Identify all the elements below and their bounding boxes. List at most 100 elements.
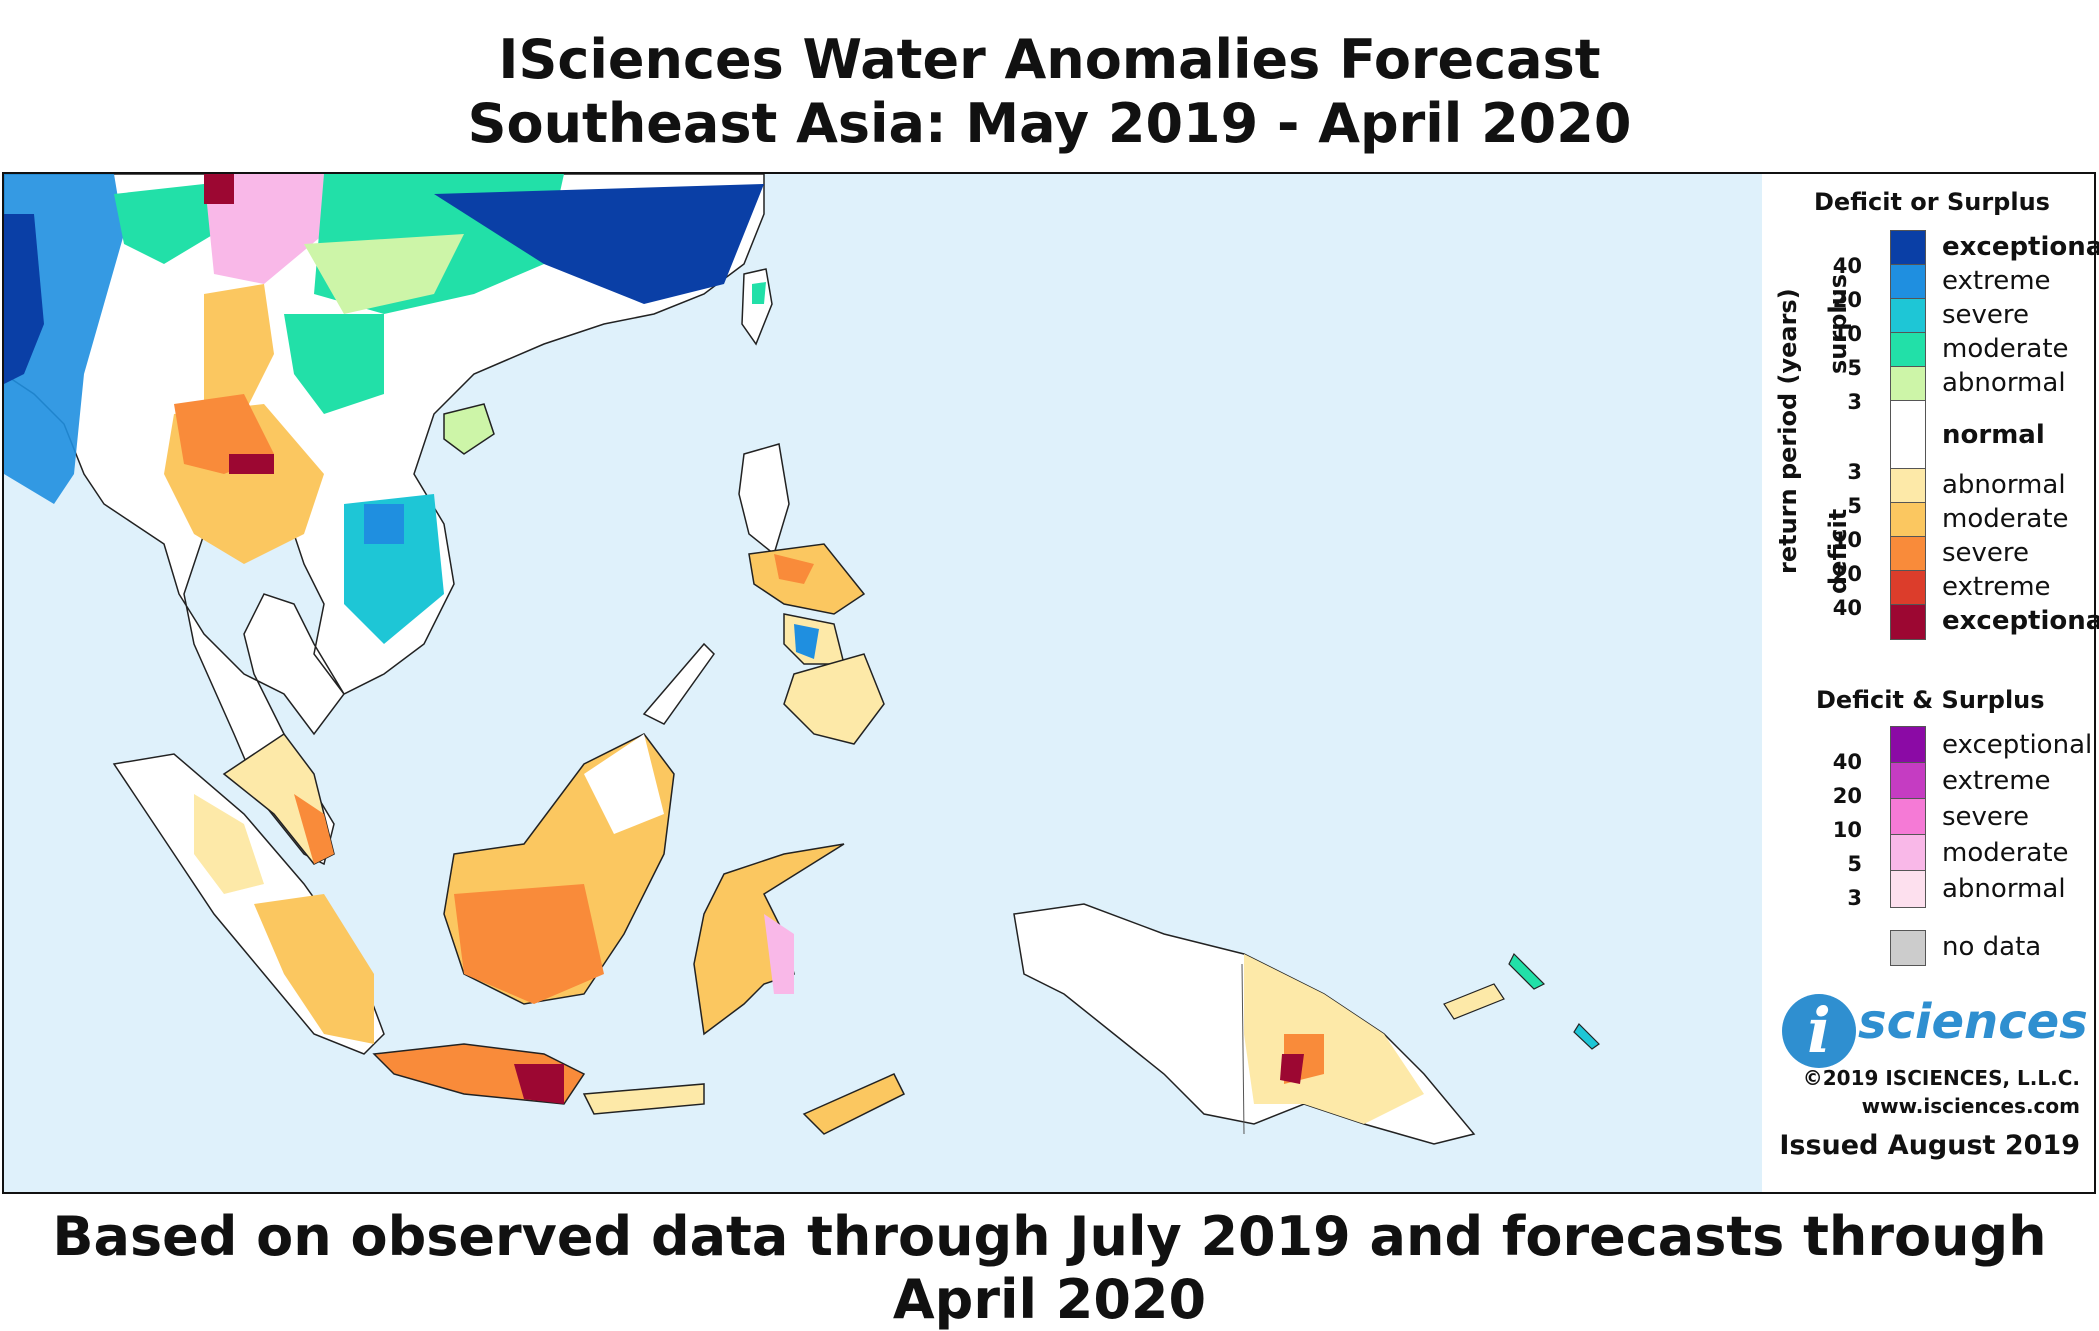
copyright-text: ©2019 ISCIENCES, L.L.C. <box>1802 1066 2080 1090</box>
swatch-surplus-extreme <box>1890 264 1926 300</box>
china-abnormal-surplus <box>304 234 464 314</box>
laos-surplus <box>284 314 384 414</box>
label-deficit-exceptional: exceptional <box>1942 606 2099 636</box>
return-period-axis-label: return period (years) <box>1774 288 1802 574</box>
china-exceptional-surplus <box>434 184 764 304</box>
label-deficit-extreme: extreme <box>1942 572 2051 602</box>
label-surplus-exceptional: exceptional <box>1942 232 2099 262</box>
solomon-islands <box>1573 1023 1600 1050</box>
java-exceptional-deficit <box>514 1064 564 1104</box>
deficit-tick-5: 5 <box>1847 494 1862 518</box>
website-text: www.isciences.com <box>1861 1094 2080 1118</box>
malay-severe-deficit <box>294 794 334 864</box>
both-tick-5: 5 <box>1847 852 1862 876</box>
sumatra-moderate-deficit <box>254 894 374 1044</box>
borneo <box>443 733 675 1005</box>
swatch-both-extreme <box>1890 762 1926 800</box>
swatch-deficit-severe <box>1890 536 1926 572</box>
map-canvas <box>4 174 1600 1145</box>
map-title-line1: ISciences Water Anomalies Forecast <box>498 28 1601 91</box>
luzon-island <box>738 443 790 556</box>
label-both-severe: severe <box>1942 802 2030 832</box>
new-ireland-island <box>1508 952 1546 990</box>
png-exceptional-deficit <box>1280 1054 1304 1084</box>
sulawesi <box>693 843 845 1036</box>
isciences-logo-icon: i <box>1782 994 1856 1068</box>
surplus-tick-10: 10 <box>1832 322 1862 346</box>
legend-title-deficit-or-surplus: Deficit or Surplus <box>1814 188 2050 216</box>
swatch-surplus-moderate <box>1890 332 1926 368</box>
deficit-tick-20: 20 <box>1832 562 1862 586</box>
negros-surplus <box>794 624 819 659</box>
cambodia-extreme-surplus <box>364 504 404 544</box>
swatch-no-data <box>1890 930 1926 966</box>
label-both-abnormal: abnormal <box>1942 874 2066 904</box>
both-tick-3: 3 <box>1847 886 1862 910</box>
both-tick-40: 40 <box>1832 750 1862 774</box>
label-surplus-severe: severe <box>1942 300 2030 330</box>
hainan-island <box>443 403 495 455</box>
swatch-surplus-abnormal <box>1890 366 1926 402</box>
taiwan-surplus <box>752 282 766 304</box>
label-no-data: no data <box>1942 932 2042 962</box>
java <box>372 1043 586 1105</box>
new-guinea <box>1013 903 1476 1145</box>
map-title-line2: Southeast Asia: May 2019 - April 2020 <box>467 92 1632 155</box>
surplus-tick-3: 3 <box>1847 390 1862 414</box>
borneo-severe-deficit <box>454 884 604 1004</box>
map-footer-note: Based on observed data through July 2019… <box>52 1205 2047 1331</box>
forecast-map <box>2 172 1764 1194</box>
sulawesi-mixed <box>764 914 794 994</box>
swatch-both-moderate <box>1890 834 1926 872</box>
philippines <box>642 443 885 745</box>
swatch-deficit-extreme <box>1890 570 1926 606</box>
label-normal: normal <box>1942 420 2045 450</box>
label-deficit-severe: severe <box>1942 538 2030 568</box>
png-abnormal-deficit <box>1244 954 1424 1124</box>
north-surplus <box>114 184 214 264</box>
myanmar-exceptional-surplus <box>4 214 44 384</box>
issued-date: Issued August 2019 <box>1779 1130 2080 1161</box>
swatch-deficit-abnormal <box>1890 468 1926 504</box>
legend-title-deficit-and-surplus: Deficit & Surplus <box>1816 686 2045 714</box>
swatch-deficit-moderate <box>1890 502 1926 538</box>
label-surplus-moderate: moderate <box>1942 334 2069 364</box>
sumatra <box>112 753 385 1055</box>
palawan-island <box>642 642 715 725</box>
swatch-both-exceptional <box>1890 726 1926 764</box>
swatch-surplus-exceptional <box>1890 230 1926 266</box>
label-surplus-abnormal: abnormal <box>1942 368 2066 398</box>
map-legend: Deficit or Surplus return period (years)… <box>1762 172 2099 1194</box>
laos-deficit <box>204 284 274 414</box>
label-both-exceptional: exceptional <box>1942 730 2093 760</box>
swatch-deficit-exceptional <box>1890 604 1926 640</box>
label-both-moderate: moderate <box>1942 838 2069 868</box>
sabah-normal <box>584 734 664 834</box>
label-deficit-abnormal: abnormal <box>1942 470 2066 500</box>
timor-island <box>802 1073 906 1135</box>
mainland-asia <box>4 174 765 866</box>
swatch-both-abnormal <box>1890 870 1926 908</box>
yunnan-exceptional <box>204 174 234 204</box>
mindanao-island <box>783 653 885 745</box>
new-britain-island <box>1443 983 1505 1020</box>
visayas-severe-deficit <box>774 554 814 584</box>
surplus-tick-20: 20 <box>1832 288 1862 312</box>
surplus-tick-5: 5 <box>1847 356 1862 380</box>
sumatra-abnormal-deficit <box>194 794 264 894</box>
lesser-sunda-islands <box>582 1083 705 1115</box>
surplus-tick-40: 40 <box>1832 254 1862 278</box>
border-line <box>1241 963 1245 1135</box>
thailand-exceptional-deficit <box>229 454 274 474</box>
both-tick-10: 10 <box>1832 818 1862 842</box>
label-both-extreme: extreme <box>1942 766 2051 796</box>
label-surplus-extreme: extreme <box>1942 266 2051 296</box>
both-tick-20: 20 <box>1832 784 1862 808</box>
swatch-both-severe <box>1890 798 1926 836</box>
label-deficit-moderate: moderate <box>1942 504 2069 534</box>
deficit-tick-3: 3 <box>1847 460 1862 484</box>
isciences-logo-text: sciences <box>1858 994 2088 1050</box>
swatch-surplus-severe <box>1890 298 1926 334</box>
taiwan-island <box>741 268 773 346</box>
deficit-tick-10: 10 <box>1832 528 1862 552</box>
